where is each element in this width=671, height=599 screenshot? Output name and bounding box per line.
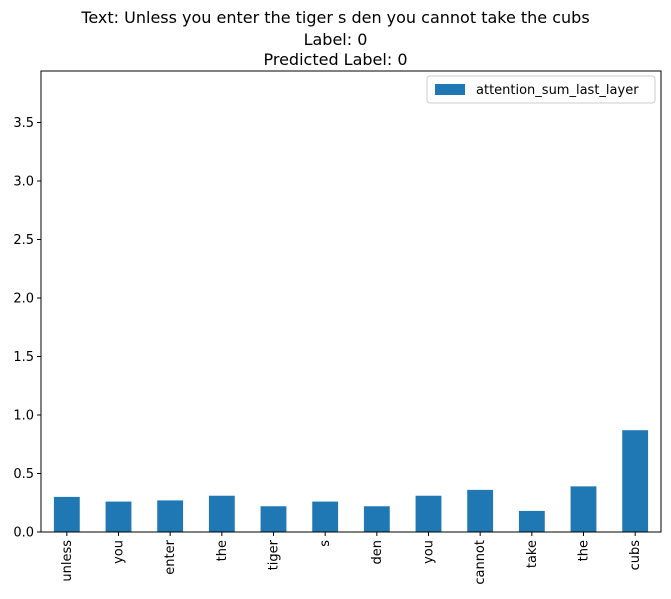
x-tick-label: unless	[60, 540, 75, 582]
bar-tiger	[260, 506, 287, 532]
chart-title-line-3: Predicted Label: 0	[263, 50, 408, 69]
chart-title-line-2: Label: 0	[303, 30, 368, 49]
legend-label: attention_sum_last_layer	[476, 83, 639, 98]
plot-frame	[40, 70, 662, 533]
x-tick-label: s	[318, 540, 333, 547]
x-tick-label: the	[577, 540, 592, 561]
bar-den	[363, 506, 390, 532]
legend: attention_sum_last_layer	[426, 75, 656, 104]
y-tick-label: 0.0	[13, 526, 34, 541]
chart-title-line-1: Text: Unless you enter the tiger s den y…	[81, 8, 590, 27]
x-tick-label: den	[370, 540, 385, 565]
x-tick-label: take	[525, 540, 540, 568]
bar-you	[415, 495, 442, 532]
x-axis: unless you enter the tiger s den you cannot take t…	[60, 532, 643, 585]
bar-the	[570, 486, 597, 532]
bar-the	[208, 495, 235, 532]
bars-group	[53, 430, 649, 532]
legend-box	[426, 75, 656, 104]
x-tick-label: the	[215, 540, 230, 561]
bar-unless	[53, 496, 80, 532]
y-tick-label: 0.5	[13, 467, 34, 482]
y-axis: 0.0 0.5 1.0 1.5 2.0 2.5 3.0 3.5	[13, 116, 41, 541]
y-tick-label: 3.5	[13, 116, 34, 131]
x-tick-label: cannot	[473, 540, 488, 585]
x-tick-label: you	[422, 540, 437, 564]
bar-enter	[157, 500, 184, 532]
bar-cubs	[622, 430, 649, 532]
bar-s	[312, 501, 339, 532]
y-tick-label: 2.0	[13, 291, 34, 306]
y-tick-label: 3.0	[13, 174, 34, 189]
legend-swatch	[435, 84, 465, 95]
x-tick-label: you	[112, 540, 127, 564]
y-tick-label: 1.0	[13, 408, 34, 423]
x-tick-label: enter	[163, 539, 178, 574]
y-tick-label: 2.5	[13, 233, 34, 248]
bar-you	[105, 501, 132, 532]
x-tick-label: cubs	[628, 540, 643, 571]
x-tick-label: tiger	[267, 539, 282, 570]
y-tick-label: 1.5	[13, 350, 34, 365]
bar-take	[518, 510, 545, 532]
bar-cannot	[467, 489, 494, 532]
